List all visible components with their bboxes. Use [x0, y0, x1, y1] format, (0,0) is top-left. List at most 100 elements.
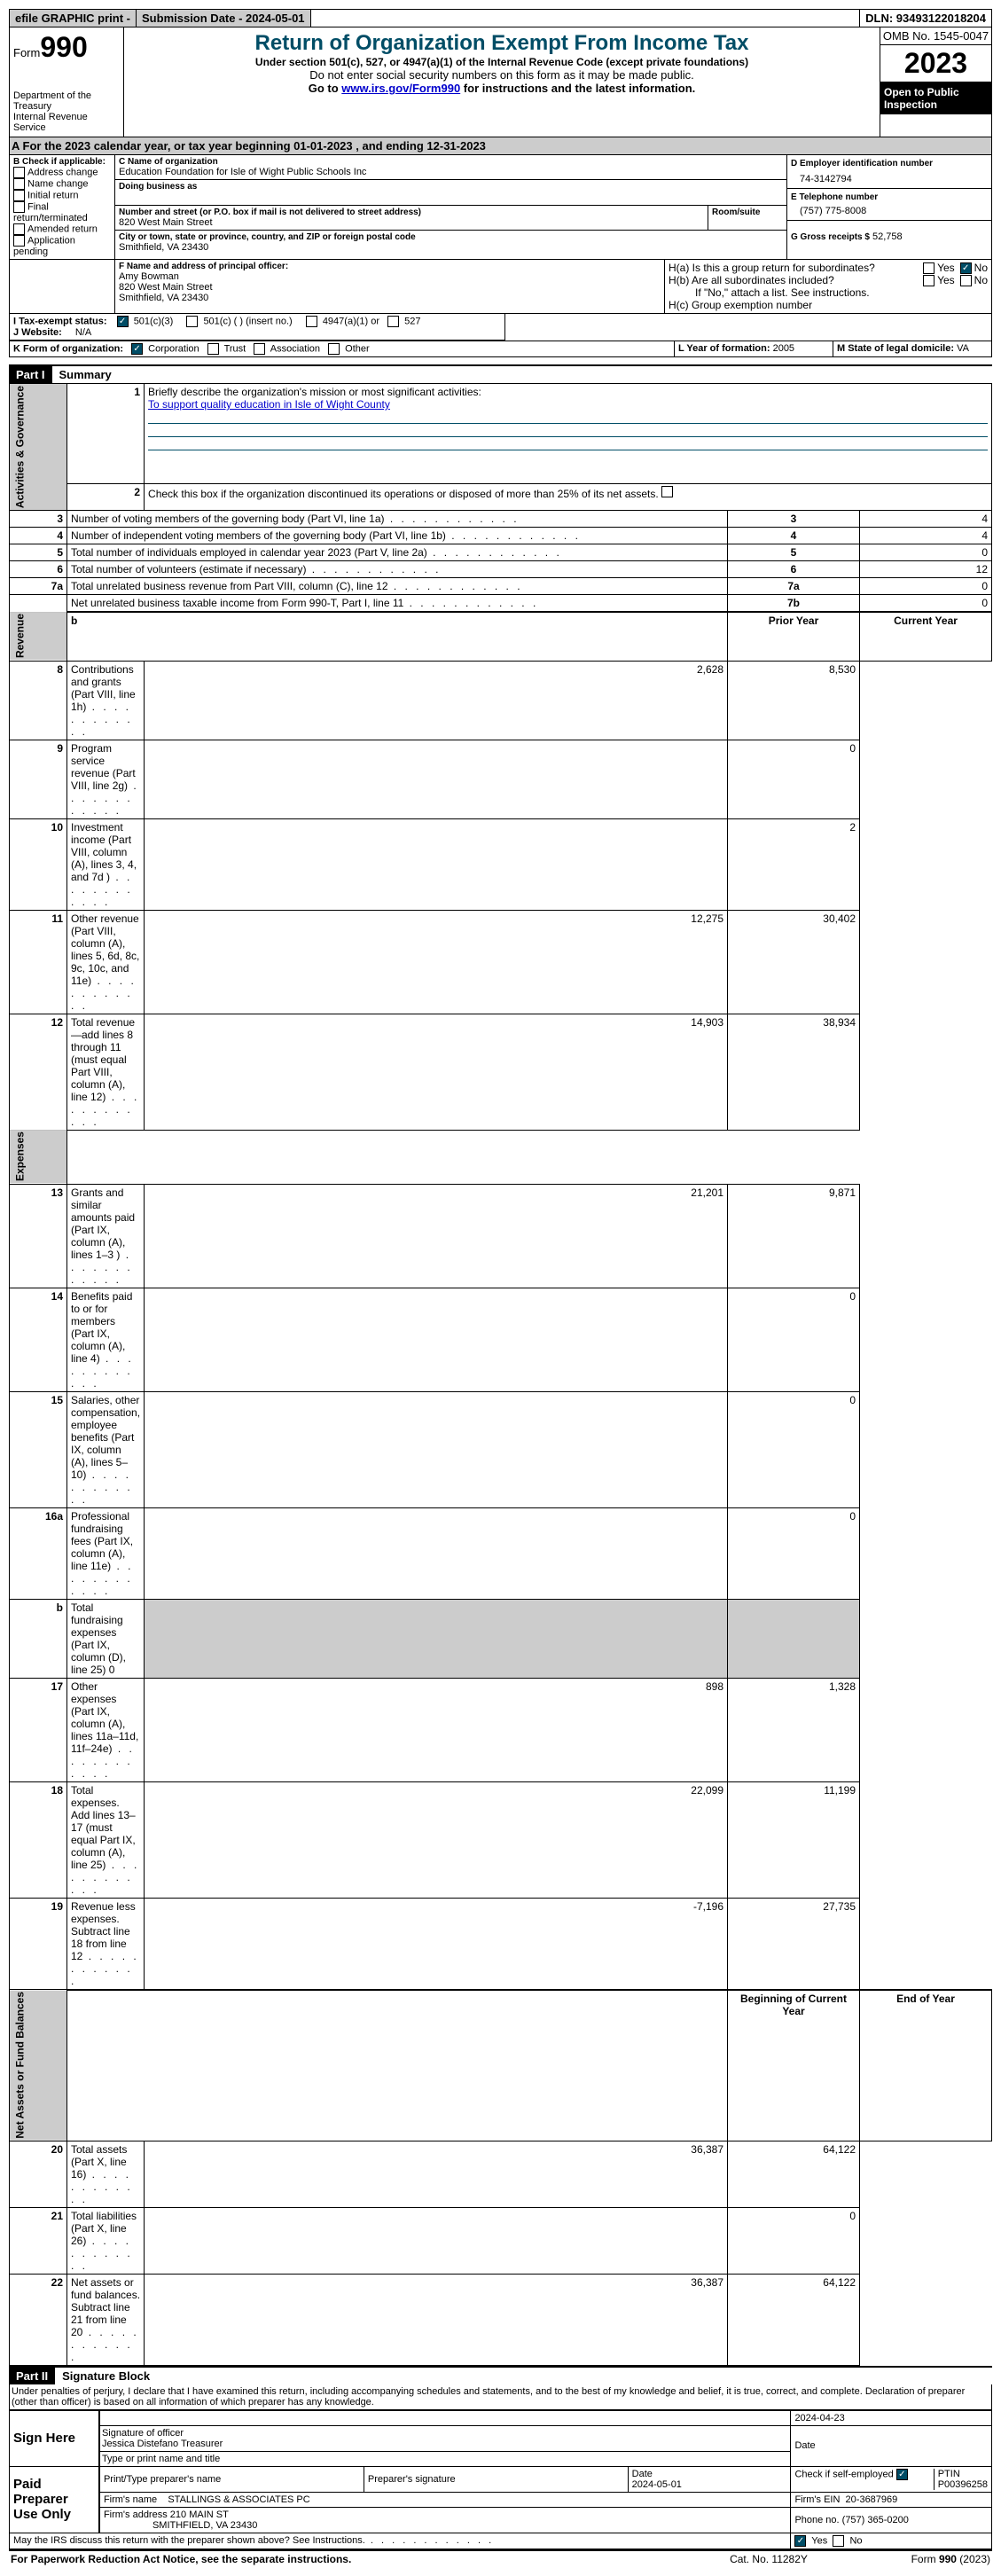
goto-suffix: for instructions and the latest informat…: [460, 82, 695, 95]
officer-city: Smithfield, VA 23430: [119, 293, 661, 303]
side-rev: Revenue: [10, 612, 67, 661]
cb-ha-yes[interactable]: [923, 262, 935, 274]
cb-self-employed[interactable]: [896, 2469, 908, 2480]
dba-label: Doing business as: [119, 182, 783, 192]
m-label: M State of legal domicile:: [837, 343, 954, 354]
omb-no: OMB No. 1545-0047: [880, 27, 991, 45]
firm-name: STALLINGS & ASSOCIATES PC: [168, 2494, 309, 2505]
dept-treasury: Department of the Treasury Internal Reve…: [13, 90, 120, 133]
part2-header: Part IISignature Block: [9, 2366, 992, 2384]
cb-hb-no[interactable]: [960, 275, 972, 286]
firm-phone: (757) 365-0200: [842, 2515, 909, 2525]
irs-link[interactable]: www.irs.gov/Form990: [341, 82, 460, 95]
prep-name-lbl: Print/Type preparer's name: [99, 2466, 364, 2492]
sign-here: Sign Here: [10, 2410, 99, 2466]
col-prior-year: Prior Year: [728, 612, 860, 661]
cb-address-change[interactable]: [13, 167, 25, 178]
hb-note: If "No," attach a list. See instructions…: [669, 286, 988, 299]
form-footer: Form 990 (2023): [857, 2553, 990, 2565]
l-label: L Year of formation:: [678, 343, 770, 354]
cb-initial-return[interactable]: [13, 190, 25, 201]
open-inspection: Open to Public Inspection: [880, 82, 991, 114]
form-title: Return of Organization Exempt From Incom…: [128, 31, 876, 56]
sig-date: 2024-04-23: [791, 2410, 992, 2425]
f-officer-label: F Name and address of principal officer:: [119, 262, 661, 271]
org-name: Education Foundation for Isle of Wight P…: [119, 167, 783, 177]
cat-no: Cat. No. 11282Y: [680, 2553, 857, 2565]
pra-notice: For Paperwork Reduction Act Notice, see …: [11, 2553, 680, 2565]
top-spacer: [311, 10, 861, 27]
cb-name-change[interactable]: [13, 178, 25, 190]
e-phone-label: E Telephone number: [791, 192, 988, 202]
part1-header: Part ISummary: [9, 364, 992, 383]
gross-receipts: 52,758: [872, 231, 903, 242]
top-bar: efile GRAPHIC print - Submission Date - …: [9, 9, 992, 27]
org-address: 820 West Main Street: [119, 217, 704, 228]
phone-value: (757) 775-8008: [791, 202, 988, 216]
col-bcy: Beginning of Current Year: [728, 1990, 860, 2141]
state-domicile: VA: [957, 343, 969, 354]
officer-sig-name: Jessica Distefano Treasurer: [102, 2439, 223, 2449]
cb-4947[interactable]: [306, 316, 317, 327]
side-ag: Activities & Governance: [10, 384, 67, 511]
date-lbl: Date: [791, 2425, 992, 2466]
paid-preparer: Paid Preparer Use Only: [10, 2466, 99, 2533]
cb-ha-no[interactable]: [960, 262, 972, 274]
sig-officer-lbl: Signature of officer: [102, 2428, 184, 2439]
cb-discuss-no[interactable]: [833, 2535, 844, 2547]
org-city: Smithfield, VA 23430: [119, 242, 783, 253]
discuss-q: May the IRS discuss this return with the…: [13, 2535, 365, 2546]
cb-hb-yes[interactable]: [923, 275, 935, 286]
hb-label: H(b) Are all subordinates included?: [669, 274, 923, 286]
year-formation: 2005: [773, 343, 794, 354]
subtitle-2: Do not enter social security numbers on …: [128, 68, 876, 82]
i-label: I Tax-exempt status:: [13, 316, 107, 326]
cb-final-return[interactable]: [13, 201, 25, 213]
col-eoy: End of Year: [860, 1990, 992, 2141]
goto-prefix: Go to: [309, 82, 342, 95]
cb-app-pending[interactable]: [13, 235, 25, 247]
cb-amended-return[interactable]: [13, 223, 25, 235]
prep-date: 2024-05-01: [632, 2479, 682, 2490]
signature-table: Sign Here 2024-04-23 Signature of office…: [9, 2410, 992, 2549]
cb-corp[interactable]: [131, 343, 143, 355]
side-na: Net Assets or Fund Balances: [10, 1990, 67, 2141]
subtitle-1: Under section 501(c), 527, or 4947(a)(1)…: [128, 56, 876, 68]
officer-name: Amy Bowman: [119, 271, 661, 282]
k-label: K Form of organization:: [13, 343, 123, 354]
declaration: Under penalties of perjury, I declare th…: [9, 2384, 992, 2410]
d-ein-label: D Employer identification number: [791, 159, 988, 168]
section-a-taxyear: A For the 2023 calendar year, or tax yea…: [9, 137, 992, 155]
cb-assoc[interactable]: [254, 343, 265, 355]
submission-date: Submission Date - 2024-05-01: [137, 10, 311, 27]
cb-discontinued[interactable]: [661, 486, 673, 497]
efile-print-btn[interactable]: efile GRAPHIC print -: [10, 10, 137, 27]
mission-text[interactable]: To support quality education in Isle of …: [148, 398, 390, 411]
officer-addr: 820 West Main Street: [119, 282, 661, 293]
c-name-label: C Name of organization: [119, 157, 783, 167]
cb-501c3[interactable]: [117, 316, 129, 327]
firm-city: SMITHFIELD, VA 23430: [152, 2520, 257, 2531]
cb-501c[interactable]: [186, 316, 198, 327]
hc-label: H(c) Group exemption number: [669, 299, 988, 311]
ha-label: H(a) Is this a group return for subordin…: [669, 262, 923, 274]
cb-discuss-yes[interactable]: [794, 2535, 806, 2547]
ptin: P00396258: [938, 2479, 988, 2490]
cb-527[interactable]: [387, 316, 399, 327]
cb-trust[interactable]: [207, 343, 219, 355]
footer: For Paperwork Reduction Act Notice, see …: [9, 2549, 992, 2567]
addr-label: Number and street (or P.O. box if mail i…: [119, 207, 704, 217]
firm-ein: 20-3687969: [846, 2494, 898, 2505]
form-header: Form990 Department of the Treasury Inter…: [9, 27, 992, 137]
prep-sig-lbl: Preparer's signature: [364, 2466, 628, 2492]
g-gross-label: G Gross receipts $: [791, 232, 870, 242]
q1: Briefly describe the organization's miss…: [148, 386, 481, 398]
cb-other[interactable]: [328, 343, 340, 355]
side-exp: Expenses: [10, 1130, 67, 1184]
type-name-lbl: Type or print name and title: [100, 2452, 791, 2466]
ein-value: 74-3142794: [791, 168, 988, 184]
col-current-year: Current Year: [860, 612, 992, 661]
firm-addr: 210 MAIN ST: [170, 2509, 229, 2520]
b-label: B Check if applicable:: [13, 157, 111, 167]
form-number: 990: [40, 31, 87, 63]
